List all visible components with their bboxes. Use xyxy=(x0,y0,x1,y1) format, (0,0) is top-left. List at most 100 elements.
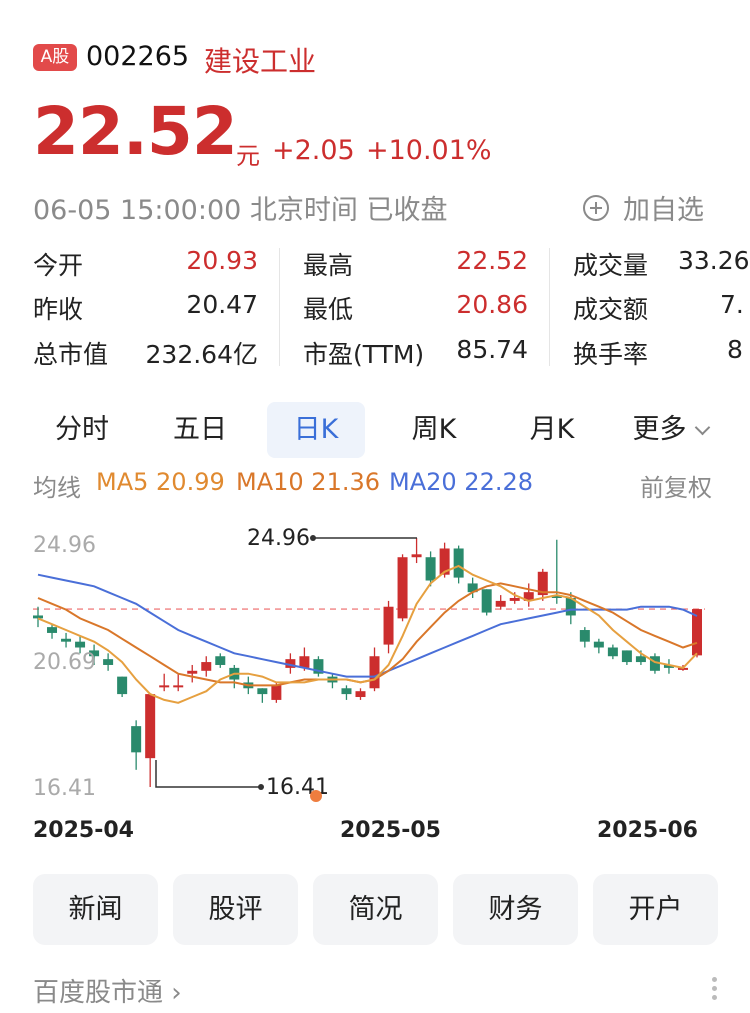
candle-body xyxy=(523,592,534,601)
candle-body xyxy=(579,630,590,642)
chevron-right-icon: › xyxy=(171,978,182,1008)
tab-more[interactable]: 更多 xyxy=(617,402,723,458)
candle-body xyxy=(481,589,492,613)
stock-code: 002265 xyxy=(86,41,190,72)
candle-body xyxy=(285,659,296,668)
candle-body xyxy=(145,694,156,759)
candle-body xyxy=(215,656,226,665)
open-account-button[interactable]: 开户 xyxy=(593,874,718,945)
current-price: 22.52 xyxy=(33,93,238,170)
reviews-button[interactable]: 股评 xyxy=(173,874,298,945)
add-watchlist-label: 加自选 xyxy=(623,195,704,226)
ma10-value: MA10 21.36 xyxy=(236,468,380,496)
stock-name: 建设工业 xyxy=(204,45,317,78)
candle-body xyxy=(355,691,366,698)
candle-body xyxy=(397,557,408,619)
candle-body xyxy=(692,609,702,656)
tab-intraday[interactable]: 分时 xyxy=(55,414,109,445)
pe-value: 85.74 xyxy=(456,335,528,364)
tab-five-day[interactable]: 五日 xyxy=(173,414,227,445)
x-label-may: 2025-05 xyxy=(340,818,441,843)
max-annotation: 24.96 xyxy=(247,526,417,551)
stats-divider xyxy=(279,248,280,366)
candle-body xyxy=(607,647,618,657)
min-annotation: 16.41 xyxy=(155,760,329,800)
candle-body xyxy=(369,656,380,689)
candle-body xyxy=(75,641,86,648)
tab-monthly-k[interactable]: 月K xyxy=(529,414,575,445)
candle-body xyxy=(537,571,548,596)
volume-value: 33.26 xyxy=(678,246,750,275)
candle-body xyxy=(509,597,520,601)
candle-body xyxy=(117,676,128,695)
pe-label: 市盈(TTM) xyxy=(303,340,425,369)
adjust-mode[interactable]: 前复权 xyxy=(640,474,712,502)
x-label-jun: 2025-06 xyxy=(597,818,698,843)
candle-body xyxy=(313,659,324,674)
open-label: 今开 xyxy=(33,251,84,280)
turnover-rate-label: 换手率 xyxy=(573,340,649,369)
ma5-value: MA5 20.99 xyxy=(96,468,225,496)
candle-body xyxy=(453,548,464,578)
candle-body xyxy=(649,656,660,671)
candle-body xyxy=(593,641,604,648)
prev-close-value: 20.47 xyxy=(186,290,258,319)
price-change-percent: +10.01% xyxy=(366,135,492,166)
candle-body xyxy=(103,659,114,665)
candle-body xyxy=(47,627,58,633)
y-tick-high: 24.96 xyxy=(33,533,96,558)
y-tick-low: 16.41 xyxy=(33,776,96,801)
candle-body xyxy=(341,688,352,695)
candle-body xyxy=(411,554,422,558)
finance-button[interactable]: 财务 xyxy=(453,874,578,945)
candle-body xyxy=(131,726,142,753)
volume-label: 成交量 xyxy=(573,251,649,280)
event-marker xyxy=(310,790,322,802)
tab-weekly-k[interactable]: 周K xyxy=(411,414,457,445)
kline-chart[interactable]: 24.96 20.69 16.41 24.96 16.41 xyxy=(0,500,750,850)
tab-daily-k[interactable]: 日K xyxy=(267,402,365,458)
footer-link[interactable]: 百度股市通 › xyxy=(33,972,182,1009)
high-value: 22.52 xyxy=(456,246,528,275)
ma20-value: MA20 22.28 xyxy=(389,468,533,496)
market-cap-label: 总市值 xyxy=(33,340,109,369)
more-menu-icon[interactable] xyxy=(712,977,718,1003)
candle-body xyxy=(201,662,212,671)
candle-body xyxy=(299,656,310,668)
candle-body xyxy=(551,595,562,598)
market-cap-value: 232.64亿 xyxy=(145,340,258,369)
candle-body xyxy=(635,656,646,663)
tab-more-label: 更多 xyxy=(632,414,687,445)
turnover-rate-value: 8 xyxy=(727,335,743,364)
candle-body xyxy=(187,670,198,674)
candle-body xyxy=(621,650,632,663)
candle-body xyxy=(565,597,576,616)
candle-body xyxy=(467,583,478,593)
price-change: +2.05 xyxy=(272,135,355,166)
add-watchlist-button[interactable]: 加自选 xyxy=(583,188,704,227)
candle-body xyxy=(383,606,394,645)
candle-body xyxy=(257,688,268,695)
low-label: 最低 xyxy=(303,295,354,324)
turnover-amount-label: 成交额 xyxy=(573,295,649,324)
ma5-line xyxy=(37,564,698,704)
ma10-line xyxy=(37,582,698,687)
chevron-down-icon xyxy=(694,419,710,436)
open-value: 20.93 xyxy=(186,246,258,275)
quote-time: 06-05 15:00:00 北京时间 已收盘 xyxy=(33,195,448,226)
plus-circle-icon xyxy=(583,194,609,221)
max-label: 24.96 xyxy=(247,526,310,551)
news-button[interactable]: 新闻 xyxy=(33,874,158,945)
chart-tabs: 分时 五日 日K 周K 月K 更多 xyxy=(33,402,723,458)
candle-body xyxy=(271,685,282,700)
profile-button[interactable]: 简况 xyxy=(313,874,438,945)
price-unit: 元 xyxy=(236,142,260,170)
turnover-amount-value: 7. xyxy=(720,290,744,319)
candle-body xyxy=(61,638,72,642)
x-label-apr: 2025-04 xyxy=(33,818,134,843)
candle-body xyxy=(663,664,674,668)
candle-body xyxy=(33,615,43,619)
low-value: 20.86 xyxy=(456,290,528,319)
candle-body xyxy=(173,685,184,688)
ma-label: 均线 xyxy=(33,474,81,502)
